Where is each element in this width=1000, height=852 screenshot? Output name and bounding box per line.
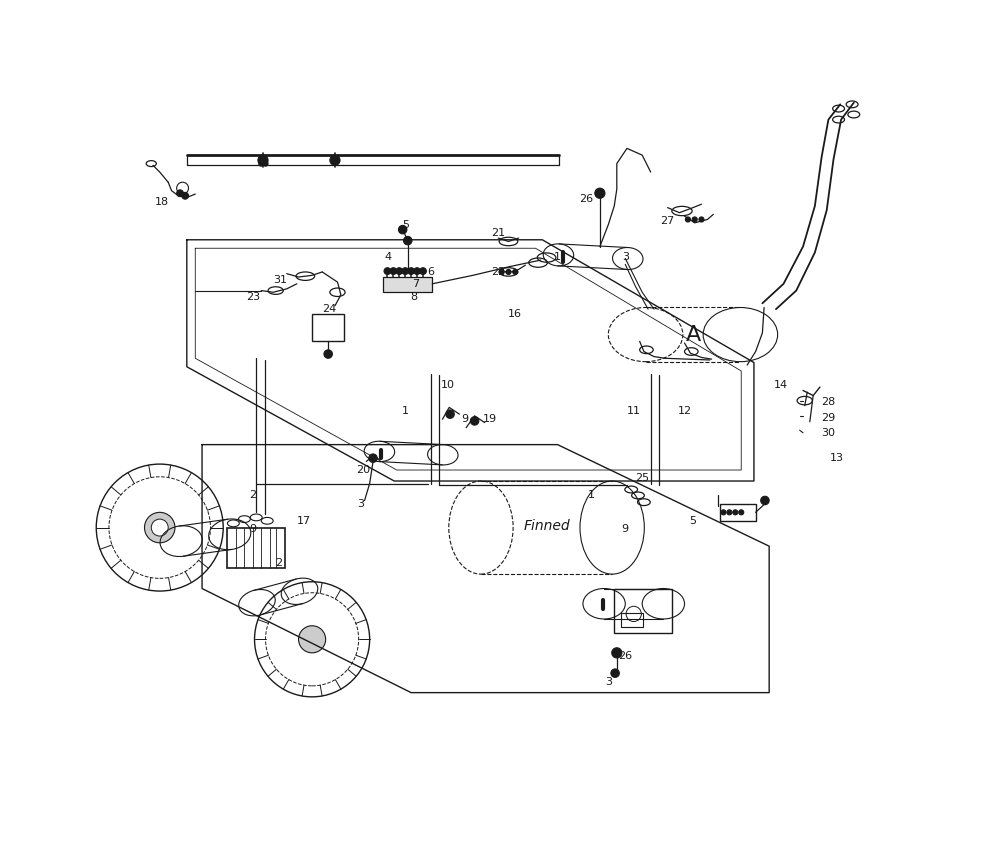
Text: 1: 1 xyxy=(554,251,561,262)
Text: 1: 1 xyxy=(588,491,595,500)
Text: 28: 28 xyxy=(821,397,836,407)
Circle shape xyxy=(390,268,397,274)
Text: 21: 21 xyxy=(491,228,505,238)
Text: 14: 14 xyxy=(774,380,788,390)
Circle shape xyxy=(611,669,619,677)
Circle shape xyxy=(733,509,738,515)
Circle shape xyxy=(182,193,189,199)
Circle shape xyxy=(324,350,332,359)
Circle shape xyxy=(396,268,403,274)
Circle shape xyxy=(446,410,454,418)
Text: 13: 13 xyxy=(830,453,844,463)
Text: 27: 27 xyxy=(660,216,675,226)
Circle shape xyxy=(595,188,605,199)
Text: 31: 31 xyxy=(273,275,287,285)
Text: 10: 10 xyxy=(441,380,455,390)
Circle shape xyxy=(369,454,377,463)
Circle shape xyxy=(398,226,407,233)
Bar xyxy=(720,504,756,521)
Circle shape xyxy=(420,268,426,274)
Circle shape xyxy=(685,217,690,222)
Text: 26: 26 xyxy=(618,651,632,661)
Text: 30: 30 xyxy=(821,428,835,438)
Circle shape xyxy=(177,190,183,197)
Text: 1: 1 xyxy=(402,406,409,416)
Circle shape xyxy=(151,519,168,536)
Text: Finned: Finned xyxy=(523,519,570,532)
Circle shape xyxy=(258,155,268,165)
Bar xyxy=(383,277,432,292)
Text: 5: 5 xyxy=(689,515,696,526)
Text: 9: 9 xyxy=(622,524,629,534)
Circle shape xyxy=(739,509,744,515)
Circle shape xyxy=(506,269,511,274)
Text: 24: 24 xyxy=(322,304,336,314)
Circle shape xyxy=(692,217,697,222)
Text: 3: 3 xyxy=(605,676,612,687)
Text: 12: 12 xyxy=(677,406,692,416)
Text: 16: 16 xyxy=(508,309,522,320)
Text: 29: 29 xyxy=(821,412,836,423)
Text: 2: 2 xyxy=(275,558,282,568)
Text: 2: 2 xyxy=(249,491,256,500)
Text: 5: 5 xyxy=(402,220,409,229)
Text: 20: 20 xyxy=(356,465,370,475)
Circle shape xyxy=(699,217,704,222)
Text: 7: 7 xyxy=(412,279,419,289)
Text: 23: 23 xyxy=(246,292,260,302)
Circle shape xyxy=(612,648,622,658)
Circle shape xyxy=(404,236,412,245)
Bar xyxy=(621,613,643,626)
Text: 22: 22 xyxy=(491,267,505,277)
Text: 8: 8 xyxy=(410,292,417,302)
Text: 9: 9 xyxy=(249,524,256,534)
Text: 11: 11 xyxy=(627,406,641,416)
Circle shape xyxy=(402,268,409,274)
Text: 9: 9 xyxy=(461,414,468,424)
Text: 18: 18 xyxy=(154,197,168,207)
Text: A: A xyxy=(685,325,701,344)
Text: 26: 26 xyxy=(579,194,593,204)
Bar xyxy=(227,527,285,568)
Text: 3: 3 xyxy=(622,251,629,262)
Circle shape xyxy=(761,496,769,504)
Circle shape xyxy=(414,268,420,274)
Text: 17: 17 xyxy=(297,515,311,526)
Circle shape xyxy=(144,512,175,543)
Circle shape xyxy=(727,509,732,515)
Text: 25: 25 xyxy=(635,474,649,483)
Circle shape xyxy=(513,269,518,274)
Circle shape xyxy=(470,417,479,425)
Circle shape xyxy=(259,161,264,166)
Circle shape xyxy=(721,509,726,515)
Text: 3: 3 xyxy=(357,499,364,509)
Circle shape xyxy=(299,625,326,653)
Circle shape xyxy=(499,269,504,274)
Text: 6: 6 xyxy=(427,267,434,277)
Text: 19: 19 xyxy=(483,414,497,424)
Circle shape xyxy=(384,268,391,274)
Circle shape xyxy=(263,161,268,166)
Text: 4: 4 xyxy=(385,251,392,262)
Circle shape xyxy=(408,268,415,274)
Circle shape xyxy=(330,155,340,165)
Bar xyxy=(614,590,672,633)
Bar xyxy=(312,314,344,342)
